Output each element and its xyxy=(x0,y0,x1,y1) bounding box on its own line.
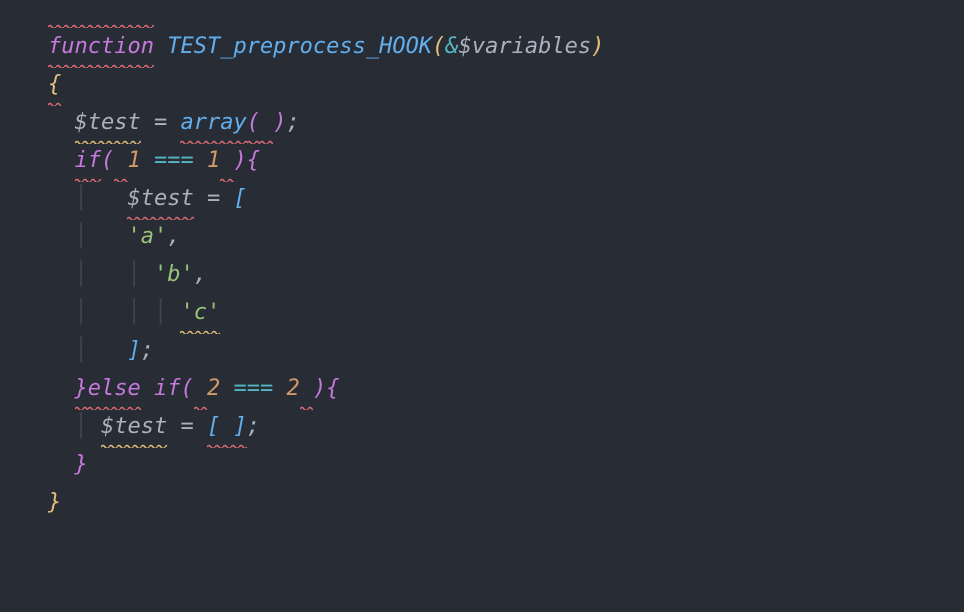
var-test: $test xyxy=(75,104,141,142)
code-line: }else if( 2 === 2 ){ xyxy=(48,370,916,408)
string-literal: 'a' xyxy=(127,224,167,249)
code-line: } xyxy=(48,484,916,522)
paren-open: ( xyxy=(432,34,445,59)
comma: , xyxy=(167,224,180,249)
brace-close: } xyxy=(48,490,61,515)
code-line: │ $test = [ xyxy=(48,180,916,218)
number-literal: 2 xyxy=(207,376,220,401)
operator-strict-eq: === xyxy=(233,376,273,401)
var-test: $test xyxy=(101,408,167,446)
param-variables: $variables xyxy=(459,34,591,59)
paren-space xyxy=(260,104,273,142)
paren-open: ( xyxy=(247,104,260,142)
brace-close: } xyxy=(75,370,88,408)
code-line: │ │ 'b', xyxy=(48,256,916,294)
operator-strict-eq: === xyxy=(154,148,194,173)
paren-close: ) xyxy=(234,148,247,173)
code-line: $test = array( ); xyxy=(48,104,916,142)
code-line: │ ]; xyxy=(48,332,916,370)
cond-space xyxy=(220,142,233,180)
string-literal: 'b' xyxy=(154,262,194,287)
bracket-open: [ xyxy=(233,186,246,211)
semicolon: ; xyxy=(286,110,299,135)
code-line: function TEST_preprocess_HOOK(&$variable… xyxy=(48,28,916,66)
keyword-if: if xyxy=(154,376,181,401)
keyword-function: function xyxy=(48,28,154,66)
keyword-if: if xyxy=(75,142,102,180)
operator-assign: = xyxy=(180,414,193,439)
code-line: { xyxy=(48,66,916,104)
empty-array: [ ] xyxy=(207,408,247,446)
operator-assign: = xyxy=(207,186,220,211)
comma: , xyxy=(194,262,207,287)
paren-close: ) xyxy=(591,34,604,59)
brace-open: { xyxy=(247,148,260,173)
number-literal: 1 xyxy=(128,148,141,173)
brace-open: { xyxy=(48,66,61,104)
cond-space xyxy=(194,370,207,408)
code-line: │ │ │ 'c' xyxy=(48,294,916,332)
function-name: TEST_preprocess_HOOK xyxy=(167,28,432,66)
code-line: if( 1 === 1 ){ xyxy=(48,142,916,180)
paren-open: ( xyxy=(101,148,114,173)
paren-close: ) xyxy=(273,110,286,135)
brace-open: { xyxy=(326,376,339,401)
code-editor: function TEST_preprocess_HOOK(&$variable… xyxy=(48,28,916,522)
cond-space xyxy=(114,142,127,180)
number-literal: 1 xyxy=(207,148,220,173)
string-literal: 'c' xyxy=(180,294,220,332)
operator-amp: & xyxy=(445,34,458,59)
semicolon: ; xyxy=(141,338,154,363)
bracket-close: ] xyxy=(127,338,140,363)
paren-close: ) xyxy=(313,376,326,401)
paren-open: ( xyxy=(180,376,193,401)
var-test: $test xyxy=(127,180,193,218)
operator-assign: = xyxy=(154,110,167,135)
brace-close: } xyxy=(75,452,88,477)
number-literal: 2 xyxy=(286,376,299,401)
semicolon: ; xyxy=(247,414,260,439)
keyword-else: else xyxy=(88,370,141,408)
code-line: } xyxy=(48,446,916,484)
cond-space xyxy=(300,370,313,408)
code-line: │ $test = [ ]; xyxy=(48,408,916,446)
builtin-array: array xyxy=(180,104,246,142)
code-line: │ 'a', xyxy=(48,218,916,256)
